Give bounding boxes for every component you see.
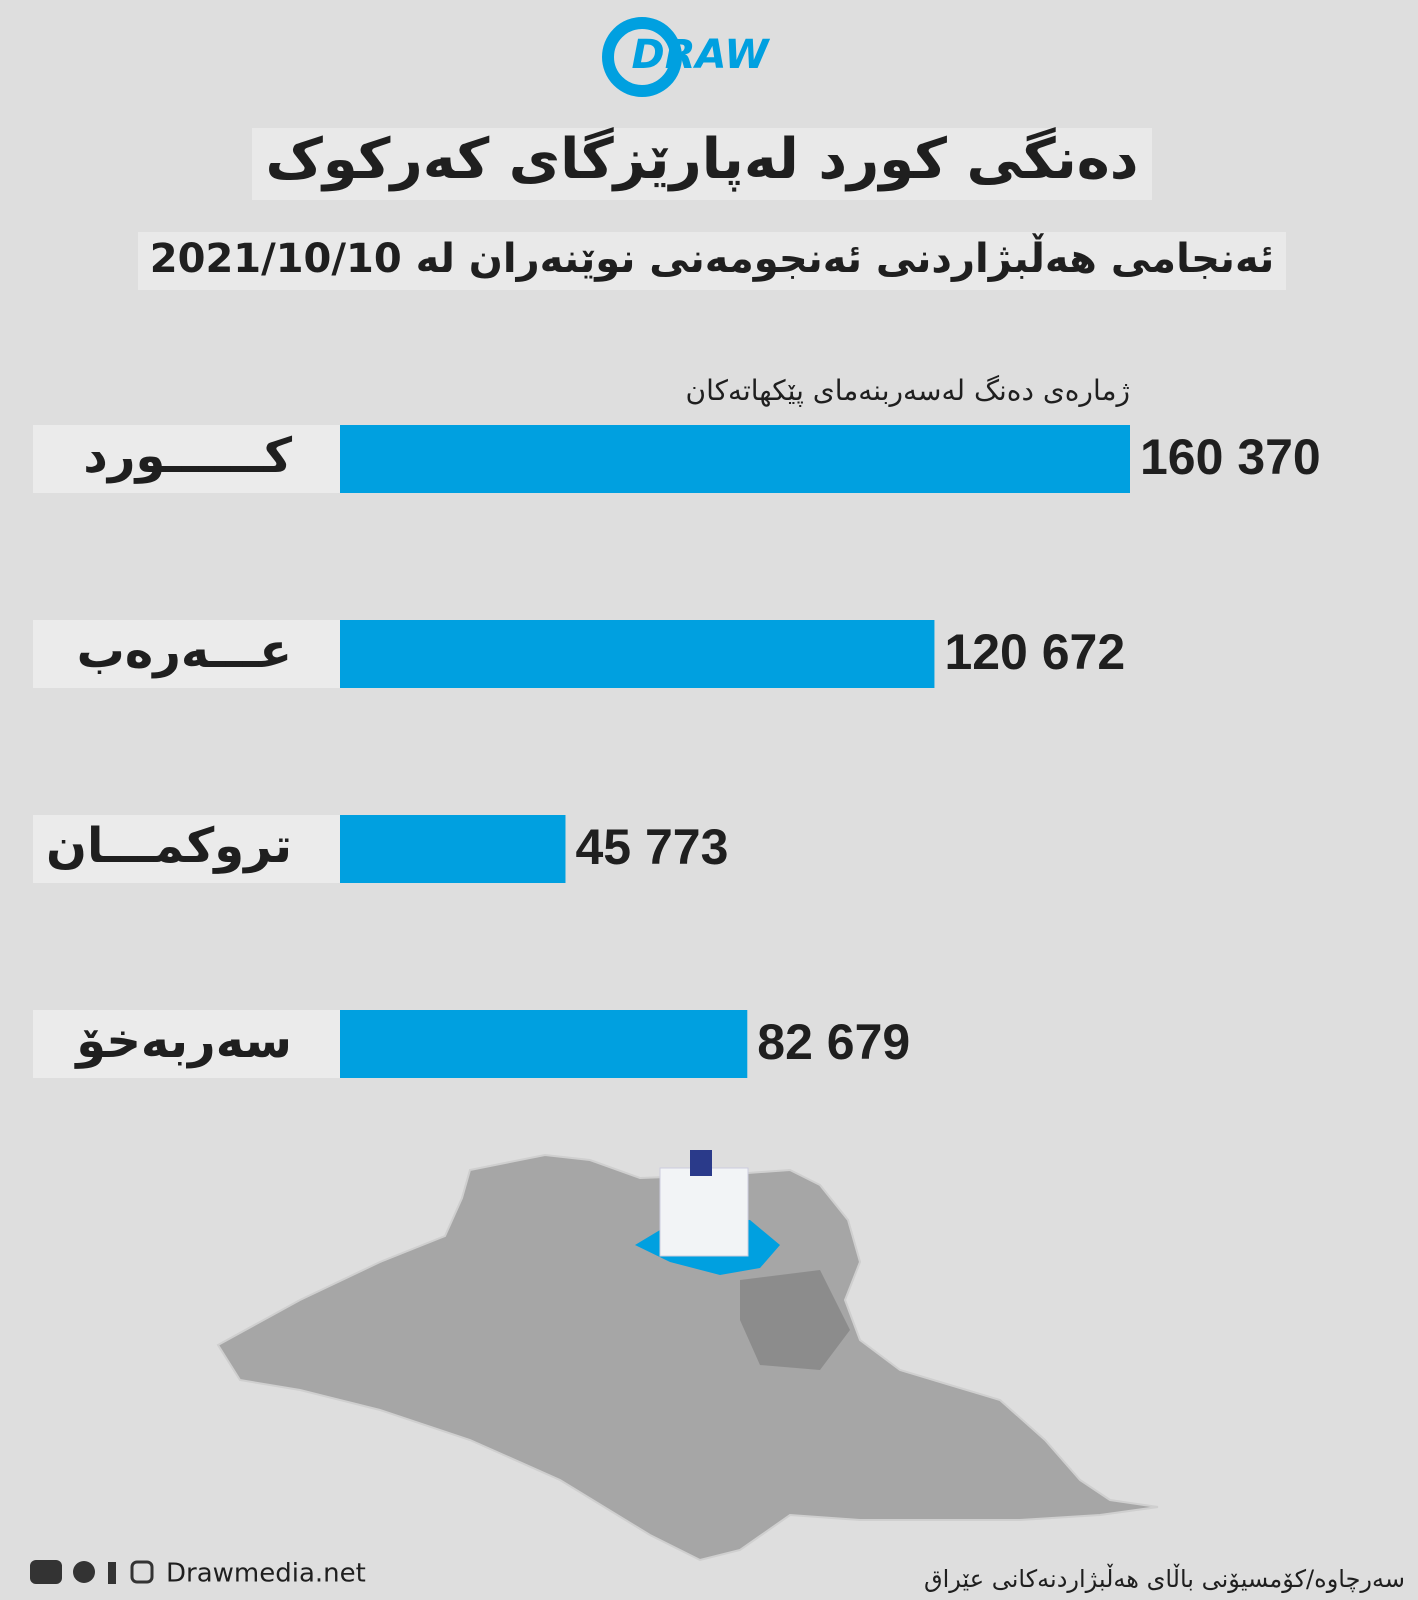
bar xyxy=(340,1010,748,1078)
category-box xyxy=(33,815,340,883)
category-label: سەربەخۆ xyxy=(74,1013,292,1069)
logo-ring xyxy=(602,17,682,97)
chart-subtitle: ئەنجامی هەڵبژاردنی ئەنجومەنی نوێنەران لە… xyxy=(150,233,1274,282)
bar xyxy=(340,620,935,688)
logo: DRAW xyxy=(602,17,771,97)
subtitle-box xyxy=(138,232,1286,290)
category-label: کــــــورد xyxy=(83,428,292,484)
axis-label: ژمارەی دەنگ لەسەربنەمای پێکهاتەکان xyxy=(686,374,1130,407)
value-label: 120 672 xyxy=(944,624,1125,680)
website: Drawmedia.net xyxy=(166,1559,366,1589)
ballot xyxy=(690,1150,712,1176)
map-region xyxy=(740,1270,850,1370)
ballot-box xyxy=(659,1167,749,1257)
bar xyxy=(340,815,566,883)
logo-text: DRAW xyxy=(632,32,771,78)
value-label: 160 370 xyxy=(1140,429,1321,485)
youtube-icon xyxy=(30,1560,62,1584)
bar xyxy=(340,425,1130,493)
category-box xyxy=(33,425,340,493)
facebook-icon xyxy=(108,1562,116,1584)
category-label: تروکمـــان xyxy=(46,818,292,874)
bars: کــــــورد 160 370 عـــەرەب 120 672 تروکمـــ… xyxy=(33,425,1321,1078)
twitter-icon xyxy=(73,1561,95,1583)
value-label: 45 773 xyxy=(575,819,728,875)
map xyxy=(216,1150,1159,1562)
category-box xyxy=(33,620,340,688)
category-label: عـــەرەب xyxy=(77,623,292,679)
instagram-icon xyxy=(130,1560,154,1584)
value-label: 82 679 xyxy=(757,1014,910,1070)
iraq-map xyxy=(216,1153,1159,1562)
chart-title: دەنگی کورد لەپارێزگای کەرکوک xyxy=(265,127,1138,192)
source: سەرچاوە/کۆمسیۆنی باڵای هەڵبژاردنەکانی عێ… xyxy=(924,1563,1405,1593)
social-icons xyxy=(30,1560,154,1584)
title-box xyxy=(252,128,1152,200)
category-box xyxy=(33,1010,340,1078)
